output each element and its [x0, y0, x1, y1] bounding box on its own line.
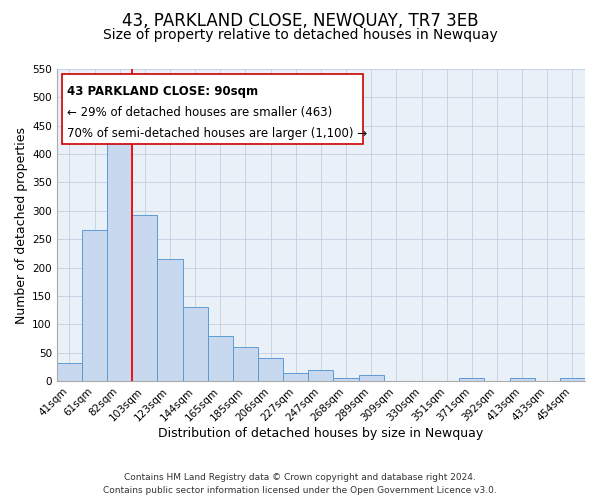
Bar: [283, 372, 308, 381]
Bar: [107, 137, 132, 381]
Bar: [308, 370, 334, 381]
Bar: [157, 259, 182, 381]
Text: Contains public sector information licensed under the Open Government Licence v3: Contains public sector information licen…: [103, 486, 497, 495]
Bar: [509, 378, 535, 381]
Y-axis label: Number of detached properties: Number of detached properties: [15, 126, 28, 324]
Bar: [560, 378, 585, 381]
Text: ← 29% of detached houses are smaller (463): ← 29% of detached houses are smaller (46…: [67, 106, 332, 119]
Bar: [459, 378, 484, 381]
Bar: [57, 363, 82, 381]
Bar: [233, 347, 258, 381]
Text: 43, PARKLAND CLOSE, NEWQUAY, TR7 3EB: 43, PARKLAND CLOSE, NEWQUAY, TR7 3EB: [122, 12, 478, 30]
X-axis label: Distribution of detached houses by size in Newquay: Distribution of detached houses by size …: [158, 427, 484, 440]
Bar: [182, 308, 208, 381]
FancyBboxPatch shape: [62, 74, 363, 144]
Text: 43 PARKLAND CLOSE: 90sqm: 43 PARKLAND CLOSE: 90sqm: [67, 84, 259, 98]
Text: Size of property relative to detached houses in Newquay: Size of property relative to detached ho…: [103, 28, 497, 42]
Bar: [359, 376, 384, 381]
Bar: [82, 230, 107, 381]
Bar: [208, 336, 233, 381]
Bar: [132, 215, 157, 381]
Bar: [334, 378, 359, 381]
Text: 70% of semi-detached houses are larger (1,100) →: 70% of semi-detached houses are larger (…: [67, 127, 367, 140]
Text: Contains HM Land Registry data © Crown copyright and database right 2024.: Contains HM Land Registry data © Crown c…: [124, 472, 476, 482]
Bar: [258, 358, 283, 381]
